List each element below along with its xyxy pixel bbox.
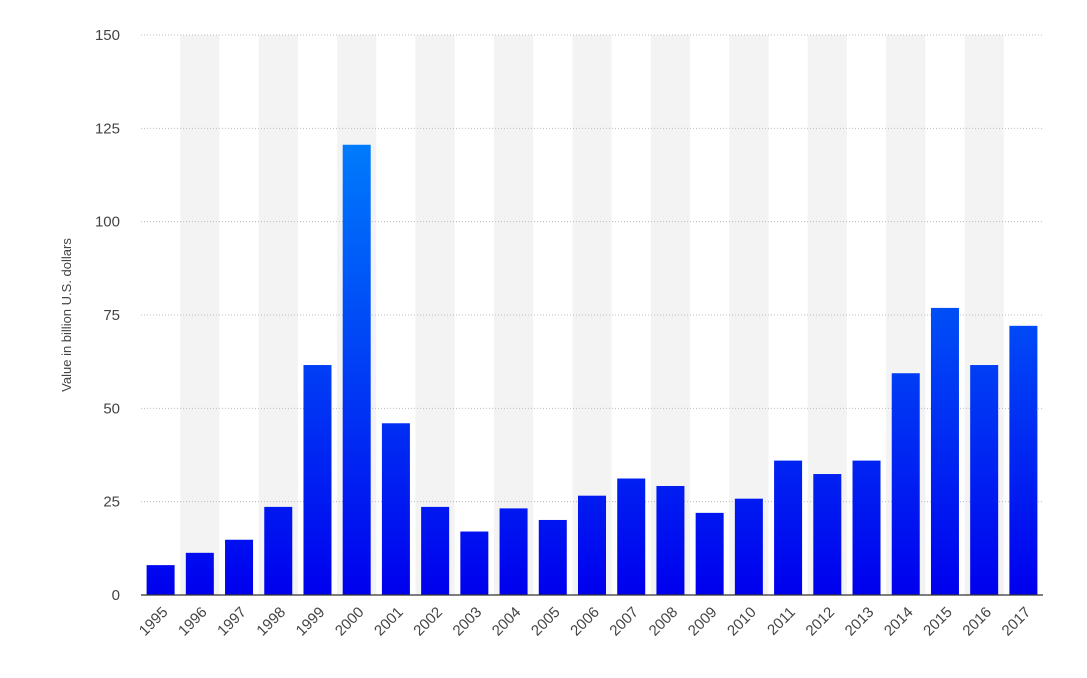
- bar-1996[interactable]: [185, 552, 214, 595]
- x-tick-label: 2006: [567, 604, 603, 640]
- x-tick-label: 2002: [410, 604, 446, 640]
- x-tick-label: 1998: [253, 604, 289, 640]
- bar-2003[interactable]: [460, 531, 489, 595]
- x-tick-label: 2007: [606, 604, 642, 640]
- y-axis-title: Value in billion U.S. dollars: [59, 238, 74, 392]
- y-tick-label: 150: [95, 27, 120, 44]
- y-tick-label: 125: [95, 120, 120, 137]
- bar-2007[interactable]: [617, 478, 646, 595]
- y-tick-label: 25: [103, 494, 120, 511]
- bar-2002[interactable]: [421, 506, 450, 595]
- bar-2015[interactable]: [930, 307, 959, 595]
- x-tick-label: 2017: [999, 604, 1035, 640]
- bar-2016[interactable]: [970, 365, 999, 595]
- x-tick-label: 2014: [881, 604, 917, 640]
- x-tick-label: 1997: [214, 604, 250, 640]
- x-tick-label: 2011: [764, 604, 799, 639]
- bar-2005[interactable]: [538, 519, 567, 595]
- x-tick-label: 2016: [959, 604, 995, 640]
- bar-2009[interactable]: [695, 512, 724, 595]
- x-axis-ticks: 1995 1996 1997 1998 1999 2000 2001 2002 2003 2004…: [136, 604, 1034, 640]
- bar-2006[interactable]: [578, 495, 606, 595]
- x-tick-label: 2012: [803, 604, 839, 640]
- x-tick-label: 1996: [175, 604, 211, 640]
- x-tick-label: 2000: [332, 604, 368, 640]
- x-tick-label: 1995: [136, 604, 172, 640]
- bar-2012[interactable]: [813, 474, 842, 595]
- x-tick-label: 2008: [646, 604, 682, 640]
- x-tick-label: 2003: [450, 604, 486, 640]
- bar-2014[interactable]: [891, 373, 920, 595]
- bar-2013[interactable]: [852, 460, 881, 595]
- x-tick-label: 2010: [724, 604, 760, 640]
- bar-2001[interactable]: [381, 423, 410, 595]
- y-tick-label: 50: [103, 400, 120, 417]
- bar-1995[interactable]: [146, 565, 175, 595]
- x-tick-label: 2004: [489, 604, 525, 640]
- y-axis-ticks: 0 25 50 75 100 125 150: [95, 27, 120, 604]
- x-tick-label: 1999: [293, 604, 329, 640]
- bar-2011[interactable]: [774, 460, 803, 595]
- bar-2000[interactable]: [342, 144, 371, 595]
- y-tick-label: 100: [95, 214, 120, 231]
- x-tick-label: 2005: [528, 604, 564, 640]
- bar-1997[interactable]: [225, 539, 254, 595]
- bar-2010[interactable]: [734, 498, 763, 595]
- bar-1999[interactable]: [303, 365, 332, 595]
- x-tick-label: 2001: [371, 604, 407, 640]
- x-tick-label: 2013: [842, 604, 878, 640]
- x-tick-label: 2015: [920, 604, 956, 640]
- bar-2017[interactable]: [1009, 325, 1038, 595]
- bars: [146, 144, 1038, 595]
- y-tick-label: 0: [112, 587, 120, 604]
- bar-1998[interactable]: [264, 506, 293, 595]
- y-tick-label: 75: [103, 307, 120, 324]
- bar-2008[interactable]: [656, 485, 685, 595]
- x-tick-label: 2009: [685, 604, 721, 640]
- bar-2004[interactable]: [499, 508, 528, 595]
